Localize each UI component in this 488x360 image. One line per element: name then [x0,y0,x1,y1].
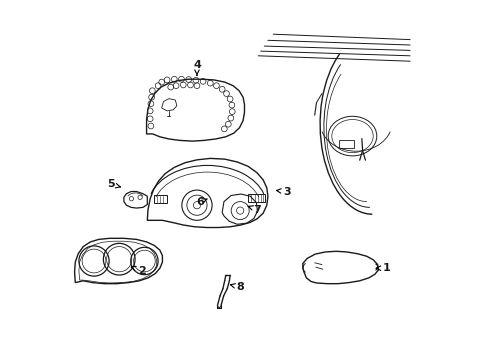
Text: 5: 5 [106,179,120,189]
Text: 8: 8 [230,282,244,292]
Text: 6: 6 [196,197,207,207]
Text: 4: 4 [193,60,201,75]
Text: 1: 1 [376,263,390,273]
Text: 7: 7 [247,204,261,215]
Text: 2: 2 [131,266,145,276]
Text: 3: 3 [276,186,290,197]
